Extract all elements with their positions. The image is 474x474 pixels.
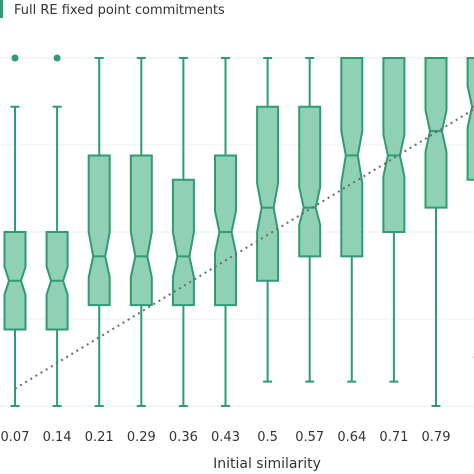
box-0.07 bbox=[3, 54, 27, 407]
box-0.43 bbox=[214, 57, 237, 407]
box-0.21 bbox=[87, 57, 111, 407]
box-0.64 bbox=[340, 57, 364, 383]
x-tick-label: 0.5 bbox=[257, 430, 278, 445]
reference-diagonal-line bbox=[14, 108, 474, 390]
x-tick-label: 0.21 bbox=[85, 430, 114, 445]
legend-label: Full RE fixed point commitments bbox=[14, 3, 225, 18]
x-tick-label: 0.71 bbox=[379, 430, 408, 445]
box-body bbox=[129, 154, 153, 307]
x-tick-label: 0.36 bbox=[169, 430, 198, 445]
reference-line-group bbox=[14, 108, 474, 390]
box-0.36 bbox=[171, 57, 195, 407]
x-axis-label: Initial similarity bbox=[213, 456, 321, 472]
box-0.57 bbox=[298, 57, 322, 383]
x-tick-label: 0.29 bbox=[127, 430, 156, 445]
x-tick-labels: 0.07 0.14 0.21 0.29 0.36 0.43 0.5 0.57 0.64 0.71 0… bbox=[1, 430, 474, 445]
outlier-point bbox=[11, 54, 19, 62]
x-tick-label: 0.64 bbox=[337, 430, 366, 445]
legend: Full RE fixed point commitments bbox=[0, 0, 225, 18]
x-tick-label: 0.07 bbox=[1, 430, 30, 445]
x-tick-label: 0.57 bbox=[295, 430, 324, 445]
box-body bbox=[171, 178, 195, 307]
box-0.5 bbox=[256, 57, 280, 383]
box-body bbox=[382, 57, 406, 233]
legend-swatch bbox=[0, 0, 3, 18]
box-0.29 bbox=[129, 57, 153, 407]
x-tick-label: 0.43 bbox=[211, 430, 240, 445]
box-body bbox=[256, 105, 280, 282]
box-0.14 bbox=[45, 54, 69, 407]
x-tick-label: 0.14 bbox=[43, 430, 72, 445]
box-body bbox=[466, 57, 474, 181]
box-body bbox=[214, 154, 237, 307]
boxes-group bbox=[3, 54, 474, 407]
outlier-point bbox=[53, 54, 61, 62]
box-0.71 bbox=[382, 57, 406, 383]
box-0.86 bbox=[466, 57, 474, 359]
x-tick-label: 0.79 bbox=[422, 430, 451, 445]
box-body bbox=[340, 57, 364, 258]
box-body bbox=[87, 154, 111, 307]
box-body bbox=[298, 105, 322, 258]
